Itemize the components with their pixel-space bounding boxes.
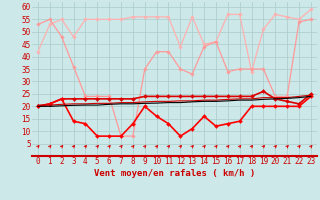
X-axis label: Vent moyen/en rafales ( km/h ): Vent moyen/en rafales ( km/h ) <box>94 169 255 178</box>
